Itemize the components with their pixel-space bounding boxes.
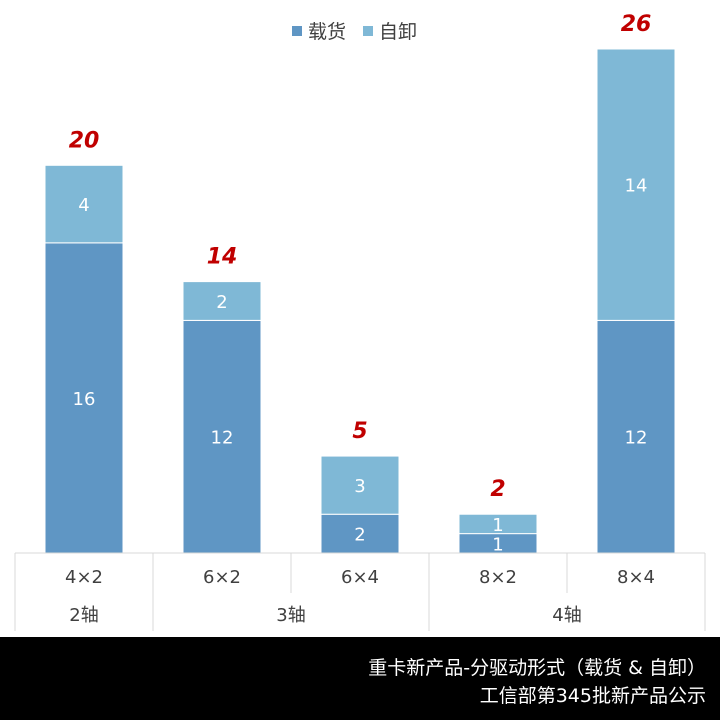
data-label-0-1: 12	[211, 428, 234, 449]
group-label-1: 3轴	[276, 605, 305, 626]
bar-0-4	[596, 319, 676, 554]
total-label-1: 14	[207, 245, 238, 270]
total-label-2: 5	[352, 419, 367, 444]
total-label-4: 26	[621, 12, 652, 37]
data-label-0-2: 2	[354, 525, 365, 546]
footer-subtitle: 工信部第345批新产品公示	[479, 685, 706, 707]
total-label-3: 2	[490, 477, 505, 502]
data-label-1-2: 3	[354, 476, 365, 497]
total-labels: 20 14 5 2 26	[69, 12, 652, 502]
legend: 载货 自卸	[292, 21, 417, 43]
data-label-0-0: 16	[73, 389, 96, 410]
tick-label-3: 8×2	[479, 567, 517, 588]
data-label-1-4: 14	[625, 176, 648, 197]
bar-1-2	[320, 455, 400, 515]
legend-swatch-0	[292, 26, 302, 36]
tick-label-0: 4×2	[65, 567, 103, 588]
bar-1-1	[182, 281, 262, 321]
group-label-0: 2轴	[69, 605, 98, 626]
legend-label-0: 载货	[308, 21, 346, 43]
legend-swatch-1	[363, 26, 373, 36]
total-label-0: 20	[69, 128, 100, 153]
footer-banner: 重卡新产品-分驱动形式（载货 & 自卸） 工信部第345批新产品公示	[0, 637, 720, 720]
data-label-1-3: 1	[492, 515, 503, 536]
bars: 16 4 12 2 2 3 11 12 14	[44, 48, 676, 555]
data-label-1-1: 2	[216, 292, 227, 313]
bar-1-3	[458, 513, 538, 535]
tick-label-4: 8×4	[617, 567, 655, 588]
bar-0-0	[44, 242, 124, 554]
data-label-0-3: 1	[492, 534, 503, 555]
tick-label-1: 6×2	[203, 567, 241, 588]
bar-1-4	[596, 48, 676, 321]
stacked-bar-chart: 载货 自卸 16 4 12 2 2 3 11 12 14 20 14 5 2 26 4×2 6×2 6×4 8×…	[14, 12, 706, 631]
data-label-0-4: 12	[625, 428, 648, 449]
footer-title: 重卡新产品-分驱动形式（载货 & 自卸）	[368, 657, 706, 679]
legend-label-1: 自卸	[379, 21, 417, 43]
data-label-1-0: 4	[78, 195, 89, 216]
category-axis: 4×2 6×2 6×4 8×2 8×4 2轴 3轴 4轴	[14, 552, 706, 631]
bar-1-0	[44, 164, 124, 244]
tick-label-2: 6×4	[341, 567, 379, 588]
group-label-2: 4轴	[552, 605, 581, 626]
